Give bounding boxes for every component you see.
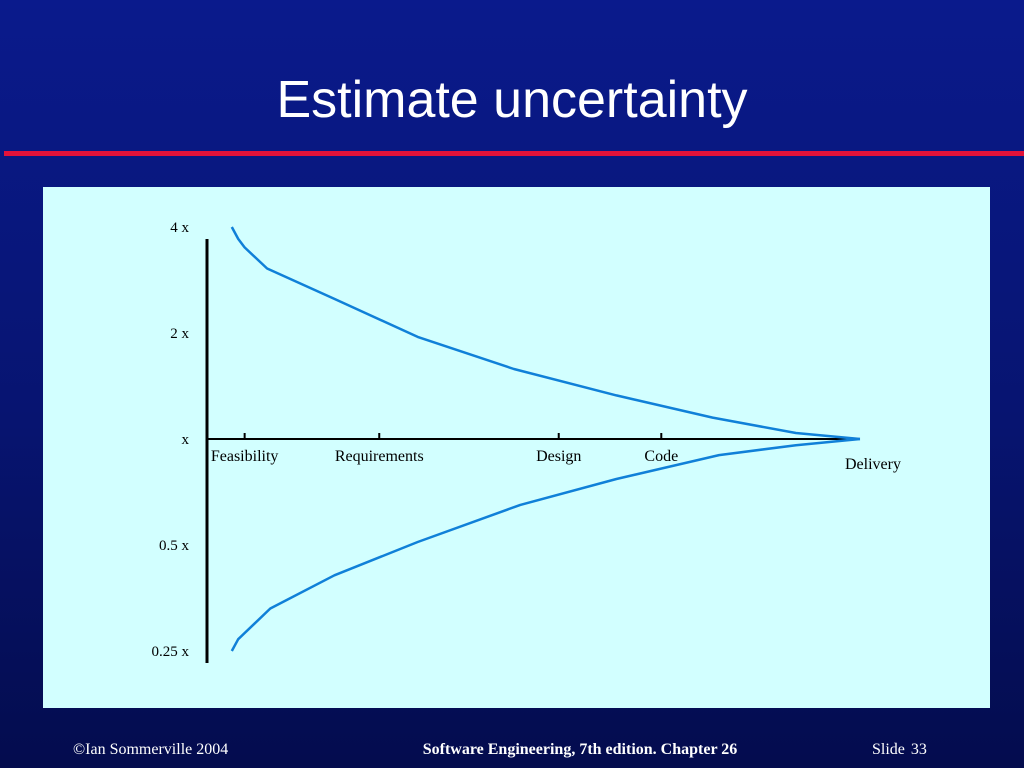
phase-label-feasibility: Feasibility xyxy=(211,448,279,465)
footer-slide-number: Slide 33 xyxy=(872,740,927,760)
title-divider xyxy=(4,151,1024,156)
slide-number: 33 xyxy=(910,741,927,758)
diagram-canvas: 4 x 2 x x 0.5 x 0.25 x Feasibility Requirement… xyxy=(152,220,901,663)
phase-label-code: Code xyxy=(644,448,678,465)
phase-label-requirements: Requirements xyxy=(335,448,424,465)
slide-label: Slide xyxy=(872,741,905,758)
y-label-0-25-x: 0.25 x xyxy=(152,644,190,660)
footer-book-title: Software Engineering, 7th edition. Chapt… xyxy=(422,741,738,758)
upper-uncertainty-curve xyxy=(230,226,861,441)
estimate-uncertainty-diagram: 4 x 2 x x 0.5 x 0.25 x Feasibility Requirement… xyxy=(43,187,990,708)
y-label-0-5-x: 0.5 x xyxy=(159,538,190,554)
y-label-x: x xyxy=(182,432,190,448)
y-label-2-x: 2 x xyxy=(170,326,189,342)
lower-uncertainty-curve xyxy=(230,437,861,652)
slide-title: Estimate uncertainty xyxy=(276,71,748,129)
footer-copyright: ©Ian Sommerville 2004 xyxy=(73,741,229,758)
phase-label-delivery: Delivery xyxy=(845,456,901,473)
y-label-4-x: 4 x xyxy=(170,220,189,236)
phase-label-design: Design xyxy=(536,448,581,465)
